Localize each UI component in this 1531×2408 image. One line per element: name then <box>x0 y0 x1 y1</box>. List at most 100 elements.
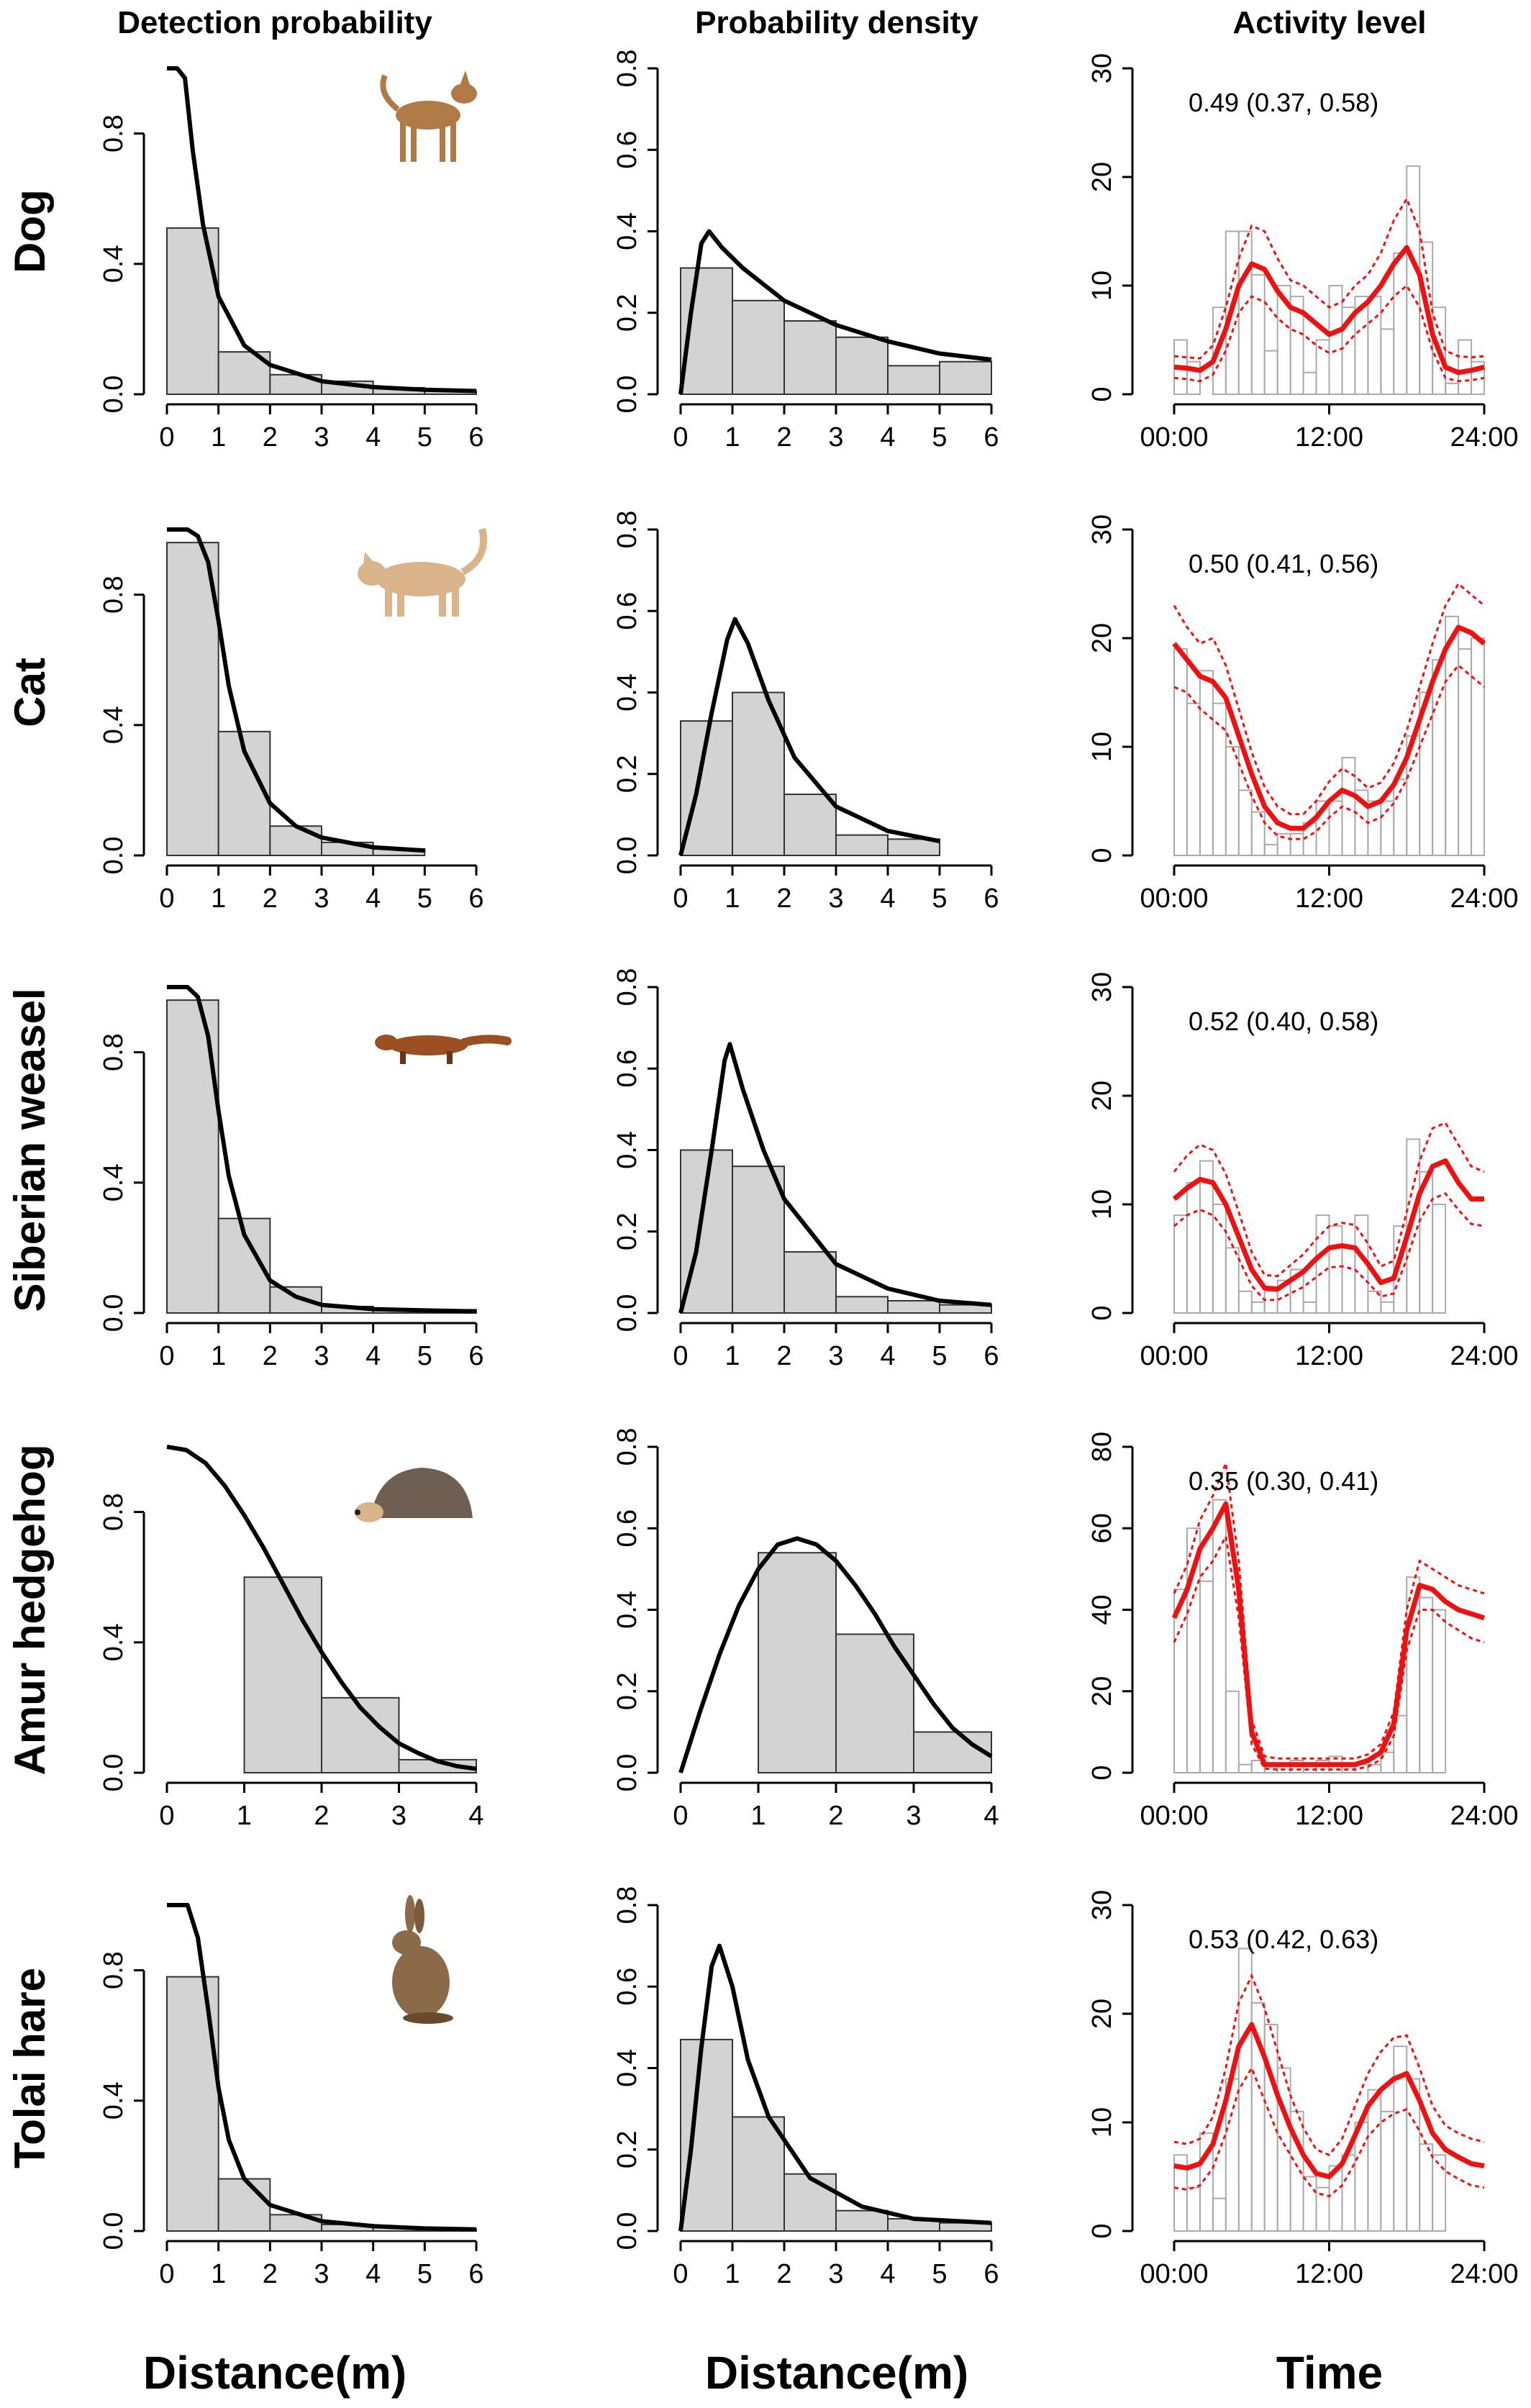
hedgehog-activity-y-tick-label: 0 <box>1087 1765 1117 1780</box>
weasel-activity-hour-bar <box>1225 1247 1240 1314</box>
hare-detection-x-tick-label: 6 <box>468 2259 483 2289</box>
weasel-detection-panel: 0.0 0.4 0.8 0 1 2 3 4 5 6 <box>99 985 484 1371</box>
cat-activity-ci-lower <box>1173 663 1485 840</box>
weasel-activity-hour-bar <box>1263 1290 1278 1314</box>
hare-detection-x-tick-label: 1 <box>211 2259 226 2289</box>
cat-activity-panel: 0 10 20 30 00:00 12:00 24:00 0.50 (0.41, 0.56) <box>1087 514 1519 914</box>
weasel-density-y-tick-label: 0.0 <box>612 1294 642 1332</box>
dog-activity-hour-bar <box>1302 371 1317 395</box>
hare-density-y-tick-label: 0.4 <box>612 2049 642 2087</box>
cat-density-panel: 0.0 0.2 0.4 0.6 0.8 0 1 2 3 4 5 6 <box>612 511 999 914</box>
hare-activity-y-tick-label: 0 <box>1087 2223 1117 2238</box>
cat-density-x-tick-label: 2 <box>776 883 791 914</box>
dog-detection-x-tick-label: 2 <box>263 422 278 453</box>
dog-density-y-tick-label: 0.8 <box>612 50 642 88</box>
cat-activity-y-tick-label: 30 <box>1087 514 1117 545</box>
hedgehog-spines <box>371 1468 473 1518</box>
row-title-hare: Tolai hare <box>6 1968 54 2168</box>
weasel-activity-hour-bar <box>1341 1247 1356 1314</box>
dog-detection-y-tick-label: 0.8 <box>99 114 129 153</box>
dog-density-bar <box>835 336 889 396</box>
dog-detection-x-tick-label: 6 <box>468 422 483 453</box>
hare-ear <box>405 1895 415 1932</box>
cat-detection-y-tick-label: 0.0 <box>99 837 129 875</box>
cat-ear <box>363 552 373 565</box>
weasel-density-x-tick-label: 5 <box>932 1341 947 1371</box>
hare-detection-x-tick-label: 2 <box>263 2259 278 2289</box>
hare-density-x-tick-label: 5 <box>932 2259 947 2289</box>
cat-density-x-tick-label: 1 <box>724 883 740 914</box>
weasel-detection-x-tick-label: 4 <box>365 1341 381 1371</box>
weasel-detection-x-tick-label: 5 <box>417 1341 432 1371</box>
dog-icon <box>380 71 477 162</box>
hare-activity-y-tick-label: 30 <box>1087 1890 1117 1920</box>
dog-activity-hour-bar <box>1445 382 1460 396</box>
hedgehog-density-y-tick-label: 0.8 <box>612 1428 642 1466</box>
cat-detection-panel: 0.0 0.4 0.8 0 1 2 3 4 5 6 <box>99 527 484 914</box>
hare-density-fitted-curve <box>678 1943 992 2232</box>
column-title-density: Probability density <box>695 5 978 40</box>
hare-activity-hour-bar <box>1186 2186 1201 2232</box>
hedgehog-activity-hour-bar <box>1419 1596 1434 1773</box>
dog-density-bar <box>939 360 992 396</box>
dog-leg <box>440 122 445 162</box>
x-axis-title-activity: Time <box>1276 2347 1383 2399</box>
hare-detection-panel: 0.0 0.4 0.8 0 1 2 3 4 5 6 <box>99 1903 484 2289</box>
cat-head <box>358 561 386 586</box>
dog-activity-overlap-annotation: 0.49 (0.37, 0.58) <box>1189 88 1378 117</box>
hare-activity-x-tick-label: 00:00 <box>1140 2259 1208 2289</box>
weasel-activity-y-tick-label: 30 <box>1087 972 1117 1002</box>
hedgehog-activity-hour-bar <box>1225 1690 1240 1773</box>
dog-activity-y-tick-label: 10 <box>1087 271 1117 301</box>
hare-icon <box>392 1895 453 2024</box>
hedgehog-activity-overlap-annotation: 0.35 (0.30, 0.41) <box>1189 1466 1378 1496</box>
hare-activity-ci-lower <box>1173 2066 1485 2198</box>
hare-body <box>392 1946 450 2018</box>
weasel-density-bar <box>783 1251 837 1314</box>
weasel-head <box>375 1035 398 1050</box>
weasel-activity-hour-bar <box>1380 1301 1395 1314</box>
dog-activity-hour-bar <box>1432 306 1447 396</box>
dog-activity-hour-bar <box>1471 360 1485 396</box>
weasel-activity-hour-bar <box>1250 1301 1266 1314</box>
hedgehog-activity-hour-bar <box>1432 1609 1447 1773</box>
cat-density-x-tick-label: 3 <box>828 883 843 914</box>
weasel-activity-y-tick-label: 20 <box>1087 1081 1117 1111</box>
cat-density-x-tick-label: 4 <box>880 883 895 914</box>
hedgehog-density-y-tick-label: 0.6 <box>612 1509 642 1548</box>
dog-leg <box>450 122 456 162</box>
hare-activity-hour-bar <box>1432 2154 1447 2232</box>
hedgehog-activity-ci-upper <box>1173 1458 1485 1760</box>
hare-detection-x-tick-label: 3 <box>314 2259 329 2289</box>
dog-activity-ci-upper <box>1173 196 1485 360</box>
dog-density-bar <box>783 320 837 396</box>
hedgehog-activity-y-tick-label: 20 <box>1087 1676 1117 1707</box>
cat-density-y-tick-label: 0.2 <box>612 755 642 793</box>
hare-density-x-tick-label: 2 <box>776 2259 791 2289</box>
hare-detection-y-tick-label: 0.4 <box>99 2081 129 2120</box>
dog-density-y-tick-label: 0.2 <box>612 294 642 332</box>
dog-leg <box>411 122 417 162</box>
hare-density-y-tick-label: 0.2 <box>612 2130 642 2168</box>
hedgehog-detection-x-tick-label: 4 <box>468 1801 483 1831</box>
hare-detection-y-tick-label: 0.0 <box>99 2212 129 2250</box>
cat-detection-x-tick-label: 4 <box>365 883 381 914</box>
hare-detection-y-tick-label: 0.8 <box>99 1951 129 1989</box>
hedgehog-density-x-tick-label: 3 <box>906 1801 921 1831</box>
cat-activity-hour-bar <box>1263 843 1278 857</box>
cat-activity-y-tick-label: 0 <box>1087 848 1117 863</box>
hedgehog-density-x-tick-label: 1 <box>750 1801 766 1831</box>
hare-activity-x-tick-label: 24:00 <box>1450 2259 1518 2289</box>
hare-density-x-tick-label: 0 <box>673 2259 688 2289</box>
weasel-activity-x-tick-label: 12:00 <box>1295 1341 1363 1371</box>
cat-density-fitted-curve <box>678 617 940 856</box>
cat-activity-hour-bar <box>1458 648 1473 856</box>
weasel-leg <box>447 1051 453 1064</box>
weasel-activity-hour-bar <box>1212 1204 1227 1314</box>
row-title-weasel: Siberian weasel <box>6 988 54 1312</box>
weasel-activity-panel: 0 10 20 30 00:00 12:00 24:00 0.52 (0.40, 0.58) <box>1087 972 1519 1371</box>
weasel-activity-activity-curve <box>1172 1158 1484 1292</box>
dog-ear <box>460 71 470 85</box>
hedgehog-icon <box>355 1468 473 1522</box>
hare-density-bar <box>680 2038 733 2232</box>
